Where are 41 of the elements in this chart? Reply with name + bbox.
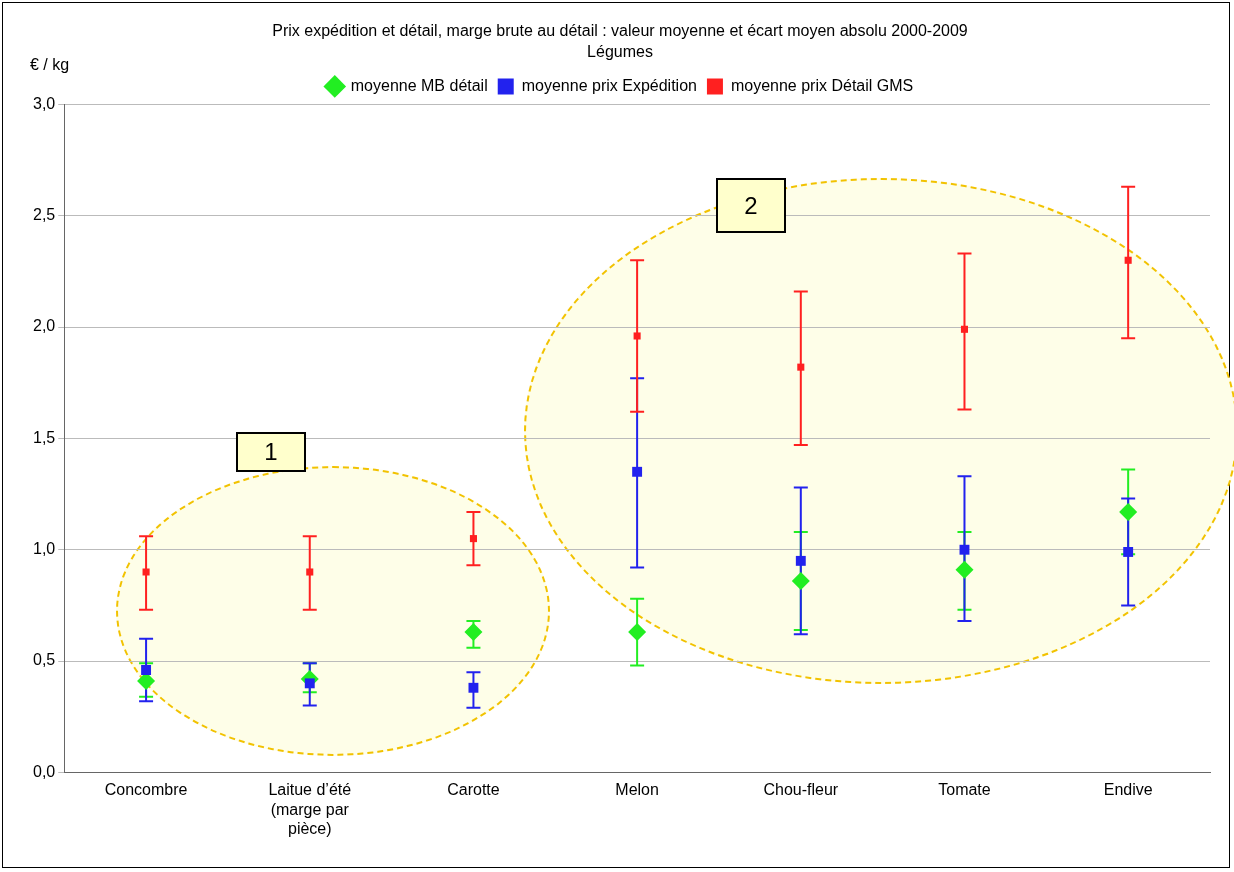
point <box>1123 547 1134 557</box>
x-tick-label: Chou-fleur <box>763 781 839 799</box>
point <box>955 560 974 579</box>
y-tick-label: 3,0 <box>32 94 56 112</box>
point <box>141 665 152 675</box>
point <box>959 544 970 555</box>
x-tick-label: Tomate <box>938 781 991 799</box>
x-tick-label: Endive <box>1103 781 1153 799</box>
point <box>469 535 477 543</box>
point <box>797 363 805 371</box>
legend-label: moyenne prix Expédition <box>521 76 697 94</box>
point <box>1119 502 1138 521</box>
point <box>464 623 483 642</box>
legend-label: moyenne prix Détail GMS <box>730 76 914 94</box>
point <box>960 325 969 333</box>
x-tick-label: Concombre <box>104 781 188 799</box>
point <box>306 568 314 576</box>
x-tick-label: Laitue d’été (marge par pièce) <box>268 781 352 837</box>
point <box>632 466 643 477</box>
legend-label: moyenne MB détail <box>350 76 488 94</box>
chart-title: Prix expédition et détail, marge brute au détail : valeur moyenne et écart moyen absolu 2000-2009 <box>272 22 968 40</box>
point <box>142 568 150 576</box>
y-tick-label: 1,0 <box>32 540 56 558</box>
point <box>468 682 479 693</box>
y-tick-label: 2,5 <box>32 206 56 224</box>
point <box>633 332 641 340</box>
annotation: 2 <box>716 178 786 233</box>
y-tick-label: 0,0 <box>32 762 56 780</box>
point <box>1124 256 1132 264</box>
point <box>795 555 806 566</box>
y-axis-title: € / kg <box>30 56 70 74</box>
chart-subtitle: Légumes <box>587 43 653 61</box>
point <box>628 623 647 642</box>
y-tick-label: 1,5 <box>32 428 56 446</box>
annotation: 1 <box>236 432 306 472</box>
point <box>791 571 810 590</box>
y-tick-label: 2,0 <box>32 317 56 335</box>
x-tick-label: Carotte <box>447 781 500 799</box>
point <box>304 678 315 689</box>
x-tick-label: Melon <box>615 781 659 799</box>
y-tick-label: 0,5 <box>32 651 56 669</box>
